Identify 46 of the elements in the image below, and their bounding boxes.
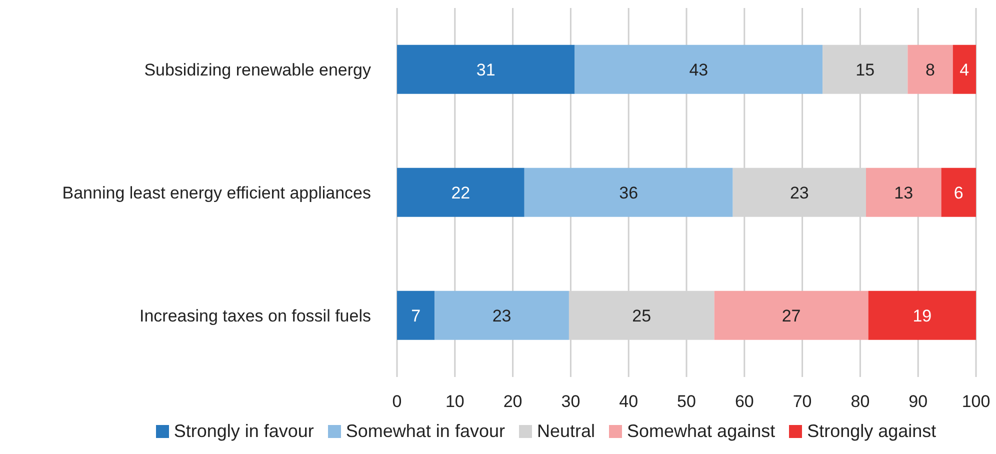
y-tick-label: Banning least energy efficient appliances [62, 184, 371, 203]
data-label: 36 [619, 183, 638, 202]
legend-label: Somewhat in favour [346, 421, 505, 442]
bar [397, 290, 435, 340]
y-tick-label: Subsidizing renewable energy [144, 60, 372, 80]
x-tick-label: 10 [445, 392, 464, 412]
x-tick-label: 50 [677, 392, 696, 412]
bar [952, 44, 976, 94]
x-tick-label: 90 [908, 392, 928, 412]
legend-label: Strongly against [807, 421, 936, 442]
legend-label: Strongly in favour [174, 421, 314, 442]
x-tick-label: 80 [850, 392, 870, 412]
x-tick-label: 70 [792, 392, 812, 412]
bar [397, 44, 575, 94]
data-label: 8 [926, 60, 935, 80]
x-tick-label: 60 [734, 392, 754, 412]
data-label: 7 [411, 306, 421, 326]
bar [866, 168, 942, 217]
bar [941, 168, 976, 217]
data-label: 22 [451, 183, 470, 202]
data-label: 31 [476, 60, 496, 80]
x-tick-label: 20 [503, 392, 522, 412]
data-label: 23 [492, 306, 512, 326]
bar [714, 290, 868, 340]
x-tick-label: 40 [619, 392, 638, 412]
data-label: 13 [894, 183, 914, 202]
bar [397, 168, 524, 217]
data-label: 19 [912, 306, 932, 326]
bar [574, 44, 823, 94]
x-tick-label: 100 [962, 392, 990, 412]
x-tick-label: 30 [561, 392, 580, 412]
data-label: 4 [960, 60, 970, 80]
data-label: 27 [782, 306, 801, 326]
legend-label: Somewhat against [627, 421, 776, 442]
bar [908, 44, 953, 94]
data-label: 25 [632, 306, 652, 326]
data-label: 6 [954, 183, 964, 202]
y-tick-label: Increasing taxes on fossil fuels [139, 306, 371, 326]
data-label: 43 [689, 60, 708, 80]
data-label: 15 [856, 60, 875, 80]
bar [868, 290, 976, 340]
bar [434, 290, 569, 340]
data-label: 23 [790, 183, 809, 202]
legend-label: Neutral [536, 421, 596, 442]
x-tick-label: 0 [392, 392, 402, 412]
bar [524, 168, 733, 217]
